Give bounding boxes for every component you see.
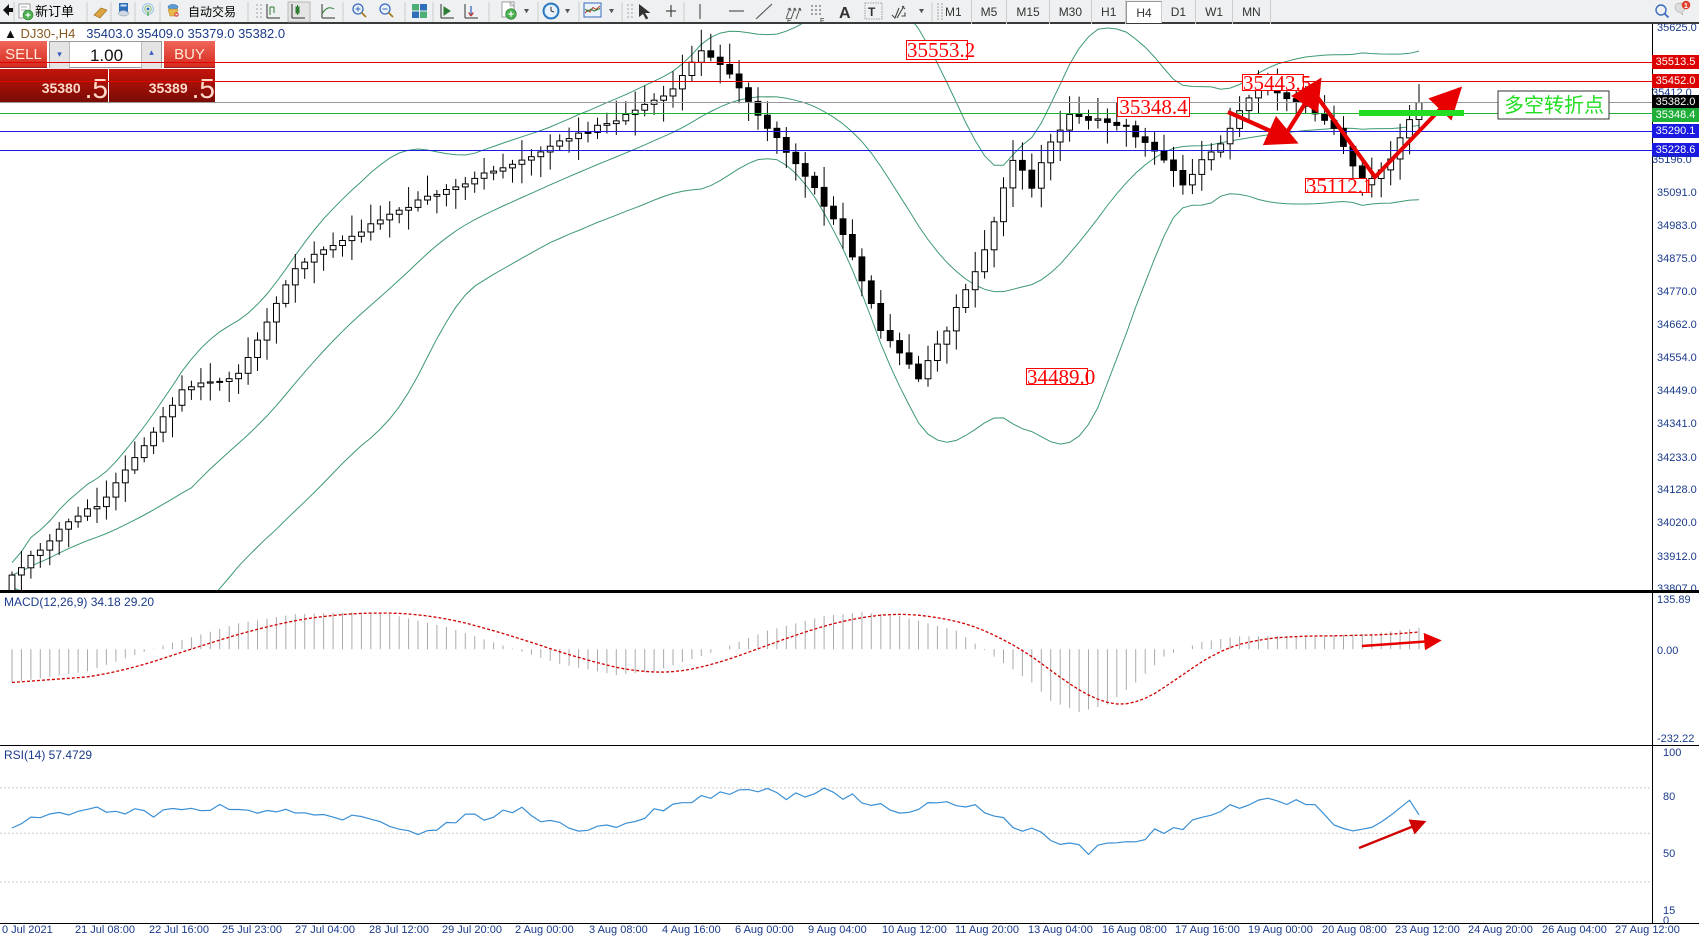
svg-text:1: 1 — [1684, 3, 1688, 10]
svg-text:多空转折点: 多空转折点 — [1504, 94, 1604, 117]
